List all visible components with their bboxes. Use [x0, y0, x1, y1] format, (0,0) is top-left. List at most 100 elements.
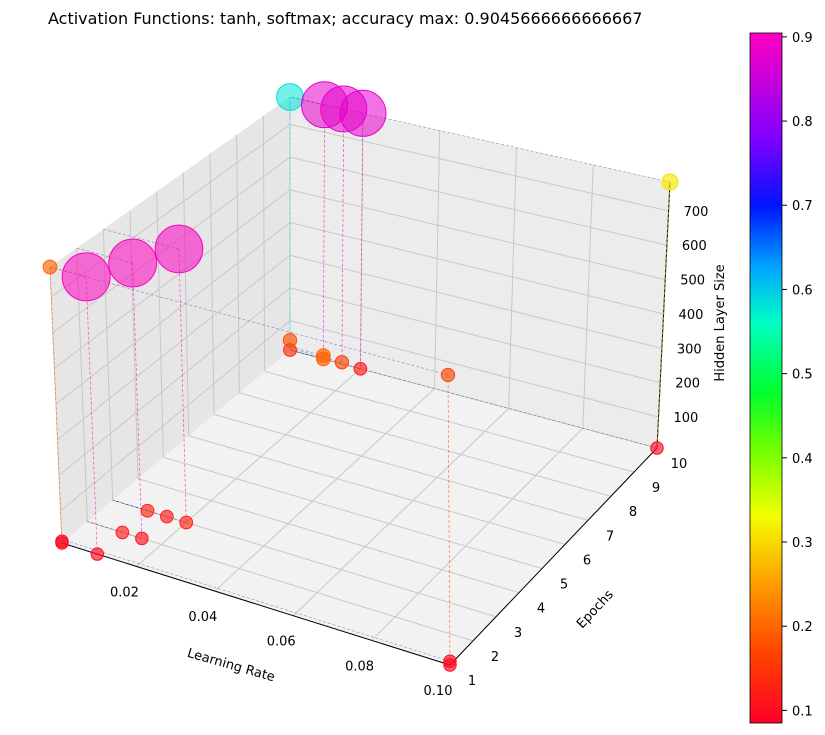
colorbar-ticks: 0.1 0.2 0.3 0.4 0.5 0.6 0.7 0.8 0.9	[782, 31, 813, 719]
data-point	[282, 332, 298, 348]
data-point	[55, 534, 69, 548]
grid-y-floor	[213, 413, 589, 521]
grid-z-back	[289, 320, 659, 418]
y-tick-label: 3	[514, 626, 522, 641]
colorbar-gradient	[749, 32, 783, 724]
grid-x-back	[508, 147, 517, 409]
data-point	[276, 83, 304, 111]
grid-z-left	[58, 287, 291, 476]
z-tick-label: 500	[680, 274, 705, 289]
x-axis-label: Learning Rate	[185, 646, 276, 685]
data-point	[135, 531, 149, 546]
data-point	[42, 259, 58, 275]
grid-y-floor	[239, 392, 612, 497]
colorbar-tick-label: 0.8	[792, 115, 813, 130]
grid-y-left	[156, 191, 164, 458]
grid-z-back	[289, 123, 669, 212]
grid-z-left	[54, 189, 291, 369]
z-tick-label: 300	[677, 342, 702, 357]
data-point	[339, 89, 387, 137]
grid-z-back	[289, 222, 664, 315]
colorbar: 0.1 0.2 0.3 0.4 0.5 0.6 0.7 0.8 0.9	[749, 31, 813, 724]
x-tick-label: 0.06	[267, 635, 296, 650]
z-tick-label: 400	[679, 308, 704, 323]
projection-line	[447, 374, 451, 666]
projection-line	[85, 276, 98, 555]
y-axis-label: Epochs	[574, 587, 617, 631]
colorbar-tick-label: 0.2	[792, 620, 813, 635]
colorbar-tick-label: 0.6	[792, 283, 813, 298]
grid-z-back	[289, 189, 666, 281]
grid-y-left	[236, 134, 240, 393]
projection-line	[360, 113, 364, 369]
data-point	[160, 509, 174, 524]
projection-line	[656, 181, 671, 449]
grid-y-left	[182, 172, 190, 436]
y-tick-label: 2	[491, 650, 499, 665]
projection-line	[49, 266, 63, 544]
projection-line	[132, 263, 143, 539]
grid-y-left	[209, 153, 215, 415]
grid-x-floor	[371, 427, 584, 641]
x-tick-label: 0.02	[110, 585, 139, 600]
grid-y-floor	[87, 521, 474, 642]
z-tick-label: 200	[675, 377, 700, 392]
y-tick-label: 9	[652, 481, 660, 496]
projection-line	[323, 104, 325, 359]
projection-line	[103, 228, 180, 250]
y-tick-label: 6	[583, 553, 591, 568]
grid-x-floor	[292, 408, 510, 617]
axis-panes	[50, 97, 670, 665]
data-point	[115, 525, 130, 540]
z-tick-label: 700	[684, 205, 709, 220]
grid-y-floor	[137, 478, 520, 594]
projection-line	[61, 542, 451, 666]
colorbar-tick-label: 0.1	[792, 704, 813, 719]
colorbar-tick-label: 0.3	[792, 536, 813, 551]
data-point	[315, 348, 331, 364]
data-point	[108, 238, 158, 288]
projection-line	[61, 539, 451, 662]
projection-line	[112, 499, 187, 523]
back-pane	[290, 97, 670, 448]
grid-x-floor	[214, 388, 435, 592]
grid-z-left	[57, 254, 291, 440]
projection-line	[341, 109, 345, 364]
projection-line	[289, 348, 342, 363]
grid-y-floor	[188, 435, 566, 545]
grid-z-left	[55, 222, 291, 405]
colorbar-tick-label: 0.4	[792, 452, 813, 467]
chart-title: Activation Functions: tanh, softmax; acc…	[48, 9, 642, 28]
z-tick-label: 100	[674, 411, 699, 426]
grid-z-back	[289, 287, 661, 384]
data-point	[650, 441, 664, 455]
data-point	[90, 547, 104, 561]
projection-line	[49, 266, 449, 376]
grid-y-floor	[264, 370, 635, 473]
grid-z-back	[289, 254, 662, 349]
y-tick-label: 1	[468, 674, 476, 689]
colorbar-tick-label: 0.9	[792, 31, 813, 46]
data-point	[353, 361, 368, 376]
data-point	[154, 224, 204, 274]
y-tick-label: 8	[629, 505, 637, 520]
projection-line	[289, 349, 658, 449]
y-tick-label: 5	[560, 578, 568, 593]
x-tick-label: 0.10	[424, 684, 453, 699]
grid-y-floor	[163, 456, 543, 570]
x-tick-label: 0.08	[345, 659, 374, 674]
grid-x-back	[434, 130, 441, 389]
data-point	[61, 252, 111, 302]
y-tick-label: 7	[606, 529, 614, 544]
y-tick-label: 10	[671, 457, 688, 472]
data-points	[42, 81, 679, 672]
z-axis-label: Hidden Layer Size	[713, 264, 728, 381]
projection-line	[178, 248, 187, 523]
colorbar-tick-label: 0.5	[792, 368, 813, 383]
colorbar-tick-label: 0.7	[792, 199, 813, 214]
data-point	[443, 654, 457, 668]
x-tick-label: 0.04	[188, 610, 217, 625]
grid-y-left	[262, 115, 266, 372]
